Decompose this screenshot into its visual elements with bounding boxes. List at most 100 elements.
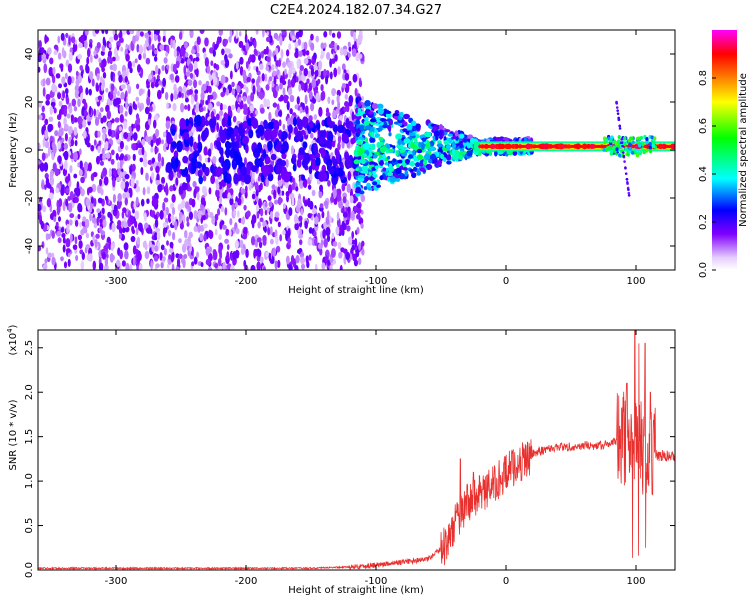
spectrogram-noise-cell: [119, 249, 123, 260]
spectrogram-noise-cell: [52, 66, 56, 75]
spectrogram-noise-cell: [102, 36, 106, 46]
spectrogram-noise-cell: [45, 99, 50, 106]
spectrogram-noise-cell: [327, 96, 331, 104]
spectrogram-noise-cell: [314, 263, 318, 270]
spectrogram-noise-cell: [320, 84, 324, 92]
spectrogram-noise-cell: [279, 75, 284, 85]
spectrogram-noise-cell: [177, 203, 183, 212]
spectrogram-noise-cell: [67, 75, 72, 86]
spectrogram-signal-cell: [397, 138, 402, 146]
spectrogram-noise-cell: [259, 107, 265, 114]
spectrogram-noise-cell: [223, 171, 229, 183]
spectrogram-noise-cell: [101, 252, 107, 260]
spectrogram-noise-cell: [193, 210, 198, 220]
spectrogram-signal-cell: [455, 136, 459, 141]
spectrogram-noise-cell: [122, 192, 127, 199]
spectrogram-noise-cell: [80, 34, 85, 45]
spectrogram-y-label: Frequency (Hz): [8, 112, 19, 188]
spectrogram-noise-cell: [95, 155, 101, 165]
spectrogram-noise-cell: [97, 197, 103, 204]
spectrogram-signal-cell: [392, 113, 400, 117]
spectrogram-noise-cell: [49, 90, 55, 98]
spectrogram-noise-cell: [93, 222, 98, 229]
spectrogram-noise-cell: [355, 249, 360, 258]
spectrogram-noise-cell: [45, 93, 51, 101]
spectrogram-noise-cell: [168, 248, 174, 254]
spectrogram-noise-cell: [298, 147, 305, 156]
spectrogram-signal-cell: [446, 150, 451, 154]
spectrogram-heatmap: [38, 30, 675, 270]
spectrogram-noise-cell: [277, 186, 281, 195]
spectrogram-noise-cell: [131, 60, 136, 68]
spectrogram-signal-cell: [620, 141, 624, 144]
spectrogram-noise-cell: [171, 207, 176, 216]
spectrogram-noise-cell: [297, 38, 302, 46]
spectrogram-noise-cell: [215, 140, 222, 148]
spectrogram-noise-cell: [135, 227, 139, 236]
spectrogram-signal-cell: [622, 151, 625, 154]
spectrogram-noise-cell: [157, 68, 161, 75]
spectrogram-noise-cell: [65, 187, 70, 194]
spectrogram-noise-cell: [250, 54, 255, 62]
spectrogram-noise-cell: [119, 171, 123, 178]
spectrogram-signal-cell: [409, 160, 415, 167]
spectrogram-signal-cell: [627, 194, 631, 197]
spectrogram-noise-cell: [299, 251, 305, 259]
spectrogram-noise-cell: [228, 229, 232, 237]
spectrogram-signal-cell: [395, 177, 401, 182]
spectrogram-noise-cell: [138, 44, 144, 55]
spectrogram-noise-cell: [263, 129, 272, 141]
spectrogram-noise-cell: [51, 257, 56, 266]
spectrogram-noise-cell: [183, 65, 187, 75]
spectrogram-noise-cell: [47, 252, 52, 259]
spectrogram-noise-cell: [323, 238, 328, 248]
spectrogram-noise-cell: [39, 162, 45, 172]
spectrogram-noise-cell: [271, 64, 275, 71]
spectrogram-noise-cell: [242, 45, 246, 52]
spectrogram-noise-cell: [60, 227, 65, 233]
spectrogram-noise-cell: [290, 156, 297, 165]
spectrogram-signal-cell: [639, 135, 644, 140]
spectrogram-noise-cell: [287, 184, 293, 194]
spectrogram-noise-cell: [123, 221, 128, 229]
spectrogram-noise-cell: [284, 68, 287, 76]
spectrogram-noise-cell: [75, 78, 80, 87]
spectrogram-noise-cell: [265, 46, 269, 55]
spectrogram-noise-cell: [208, 230, 214, 240]
spectrogram-noise-cell: [275, 47, 279, 55]
spectrogram-noise-cell: [194, 92, 198, 102]
spectrogram-signal-cell: [385, 167, 390, 172]
spectrogram-noise-cell: [207, 148, 212, 157]
spectrogram-noise-cell: [161, 87, 165, 94]
spectrogram-noise-cell: [299, 64, 305, 71]
spectrogram-noise-cell: [262, 166, 270, 177]
spectrogram-noise-cell: [188, 63, 194, 73]
spectrogram-noise-cell: [148, 105, 153, 112]
spectrogram-x-tick-label: -200: [235, 276, 258, 287]
spectrogram-noise-cell: [230, 264, 235, 270]
spectrogram-signal-cell: [603, 136, 607, 141]
spectrogram-noise-cell: [63, 107, 68, 117]
spectrogram-noise-cell: [277, 259, 281, 269]
spectrogram-noise-cell: [242, 95, 247, 102]
spectrogram-noise-cell: [41, 152, 46, 162]
spectrogram-noise-cell: [58, 155, 62, 165]
spectrogram-signal-cell: [635, 153, 640, 158]
spectrogram-noise-cell: [38, 142, 41, 152]
spectrogram-noise-cell: [265, 36, 271, 43]
spectrogram-noise-cell: [251, 214, 257, 224]
spectrogram-noise-cell: [67, 258, 71, 267]
spectrogram-noise-cell: [132, 132, 138, 141]
spectrogram-signal-cell: [385, 112, 392, 119]
spectrogram-noise-cell: [69, 213, 75, 219]
spectrogram-noise-cell: [161, 65, 165, 71]
spectrogram-signal-cell: [641, 142, 645, 147]
spectrogram-signal-cell: [436, 159, 443, 166]
spectrogram-noise-cell: [166, 102, 169, 109]
spectrogram-signal-cell: [581, 143, 588, 150]
spectrogram-noise-cell: [255, 30, 259, 35]
spectrogram-noise-cell: [195, 106, 199, 113]
spectrogram-noise-cell: [154, 81, 159, 88]
spectrogram-noise-cell: [285, 158, 289, 168]
spectrogram-noise-cell: [139, 31, 144, 37]
